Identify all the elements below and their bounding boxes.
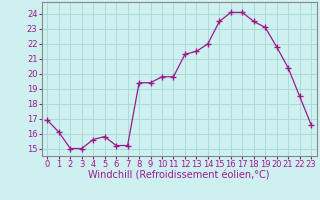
X-axis label: Windchill (Refroidissement éolien,°C): Windchill (Refroidissement éolien,°C) (88, 171, 270, 181)
